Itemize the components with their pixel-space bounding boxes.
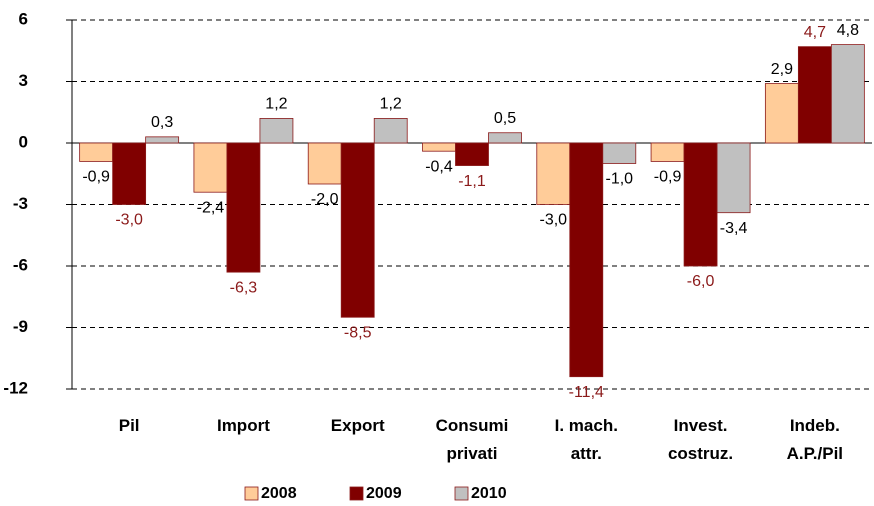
value-label: -0,9 xyxy=(82,169,110,186)
bar xyxy=(602,142,637,164)
value-label: 4,7 xyxy=(804,24,826,41)
value-label: -3,4 xyxy=(720,220,748,237)
y-tick-label: -12 xyxy=(3,378,28,397)
x-tick-label: Indeb. A.P./Pil xyxy=(786,416,844,463)
y-tick-label: -6 xyxy=(13,255,28,274)
value-label: -3,0 xyxy=(115,212,143,229)
bar xyxy=(830,44,865,144)
x-tick-label: I. mach. attr. xyxy=(554,416,618,463)
x-tick-label: Invest. costruz. xyxy=(667,416,734,463)
bar xyxy=(145,136,180,144)
value-label: 0,5 xyxy=(494,110,516,127)
value-label: -6,0 xyxy=(687,273,715,290)
legend-swatch xyxy=(349,486,364,501)
value-label: -2,0 xyxy=(311,191,339,208)
bar xyxy=(112,142,147,205)
value-label: 4,8 xyxy=(837,22,859,39)
bar xyxy=(259,118,294,144)
bar xyxy=(683,142,718,267)
legend-swatch xyxy=(454,486,469,501)
y-tick-label: 3 xyxy=(19,71,28,90)
value-label: -1,1 xyxy=(458,173,486,190)
value-label: -8,5 xyxy=(344,324,372,341)
y-tick-label: 6 xyxy=(19,9,28,28)
y-tick-label: -3 xyxy=(13,194,28,213)
value-label: -0,4 xyxy=(425,158,453,175)
y-tick-label: 0 xyxy=(19,132,28,151)
y-tick-label: -9 xyxy=(13,317,28,336)
value-label: 0,3 xyxy=(151,114,173,131)
legend-label: 2010 xyxy=(471,485,507,502)
x-tick-label: Export xyxy=(330,416,385,435)
bar xyxy=(193,142,228,193)
legend-label: 2009 xyxy=(366,485,402,502)
x-tick-label: Pil xyxy=(118,416,140,435)
bar xyxy=(455,142,489,166)
bar xyxy=(340,142,375,318)
bar xyxy=(488,132,522,144)
bar xyxy=(536,142,571,205)
bar xyxy=(569,142,604,378)
value-label: 1,2 xyxy=(265,96,287,113)
value-label: -3,0 xyxy=(539,212,567,229)
bar xyxy=(764,83,799,144)
bar xyxy=(79,142,114,162)
value-label: 1,2 xyxy=(380,96,402,113)
value-label: -6,3 xyxy=(230,279,258,296)
value-label: -0,9 xyxy=(654,169,682,186)
bar xyxy=(716,142,751,214)
legend-label: 2008 xyxy=(261,485,297,502)
value-label: -1,0 xyxy=(605,171,633,188)
x-tick-label: Import xyxy=(216,416,270,435)
bar xyxy=(422,142,456,152)
bar xyxy=(650,142,685,162)
value-label: -2,4 xyxy=(197,199,225,216)
bar xyxy=(226,142,261,273)
value-label: -11,4 xyxy=(569,384,604,401)
legend-swatch xyxy=(244,486,259,501)
value-label: 2,9 xyxy=(771,61,793,78)
x-tick-label: Consumi privati xyxy=(435,416,509,463)
bar xyxy=(307,142,342,185)
bar xyxy=(373,118,408,144)
bar xyxy=(797,46,832,144)
